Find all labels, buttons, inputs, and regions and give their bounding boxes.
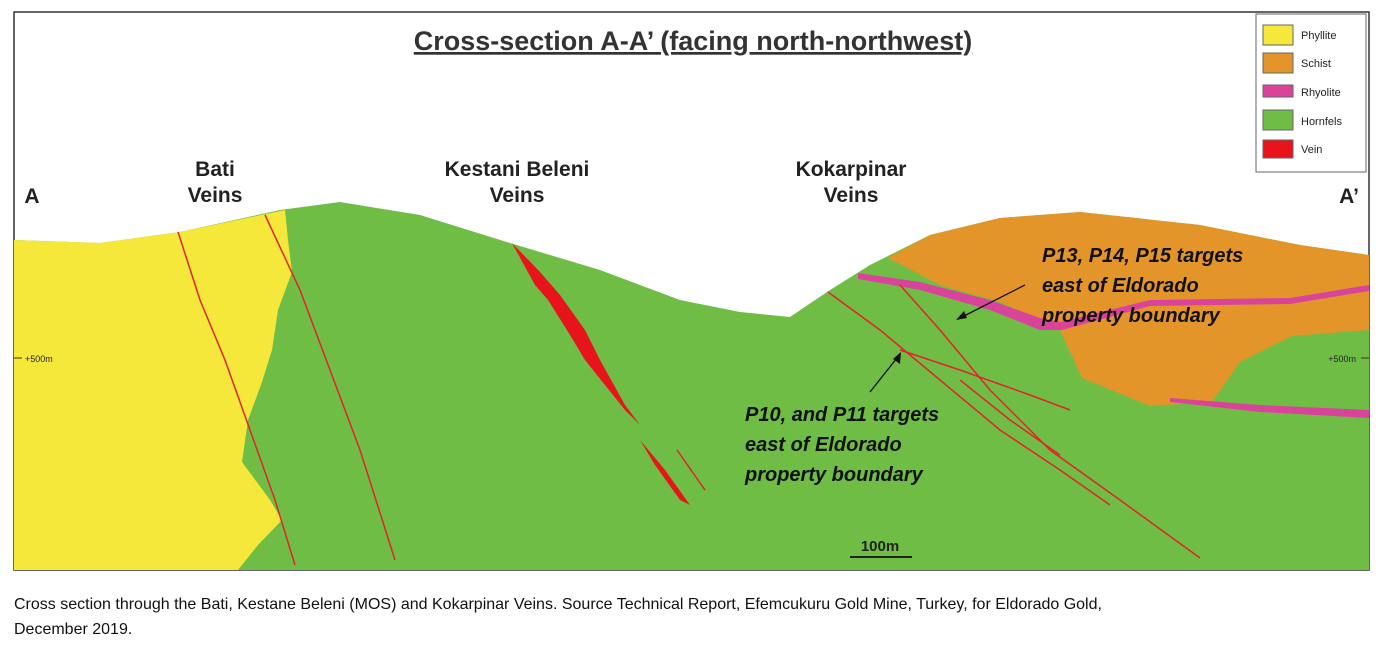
vein — [264, 214, 396, 561]
vein — [899, 284, 1201, 559]
elevation-label: +500m — [1328, 354, 1356, 364]
phyllite-unit — [14, 210, 292, 570]
section-end-label: A’ — [1339, 185, 1359, 208]
annotation-arrow — [961, 284, 1026, 318]
legend-swatch — [1262, 109, 1294, 131]
annotation: property boundary — [1041, 305, 1221, 327]
annotation-arrowhead — [893, 352, 901, 364]
rhyolite-band — [1170, 398, 1369, 418]
annotation: east of Eldorado — [745, 434, 902, 456]
legend-label: Rhyolite — [1301, 87, 1341, 99]
elevation-label: +500m — [25, 354, 53, 364]
vein — [512, 243, 640, 425]
legend-swatch — [1262, 139, 1294, 159]
vein-label: Veins — [188, 184, 243, 207]
annotation-arrow — [869, 357, 898, 393]
annotation-arrowhead — [956, 311, 967, 320]
vein — [959, 379, 1061, 456]
legend: Phyllite Schist Rhyolite Hornfels Vein — [1255, 13, 1367, 173]
vein-label: Bati — [195, 158, 235, 181]
vein-label: Veins — [824, 184, 879, 207]
legend-swatch — [1262, 24, 1294, 46]
legend-label: Schist — [1301, 58, 1331, 70]
legend-label: Hornfels — [1301, 116, 1342, 128]
vein — [640, 440, 690, 505]
vein — [676, 449, 706, 491]
vein-label: Kestani Beleni — [445, 158, 590, 181]
figure-title: Cross-section A-A’ (facing north-northwe… — [414, 26, 973, 56]
scale-bar-label: 100m — [861, 538, 899, 555]
legend-swatch — [1262, 84, 1294, 98]
vein-label: Veins — [490, 184, 545, 207]
vein-label: Kokarpinar — [796, 158, 907, 181]
vein — [827, 291, 1111, 506]
vein — [899, 349, 1071, 411]
legend-swatch — [1262, 52, 1294, 74]
caption: Cross section through the Bati, Kestane … — [14, 596, 1102, 613]
annotation: property boundary — [744, 464, 924, 486]
legend-label: Vein — [1301, 144, 1322, 156]
annotation: P13, P14, P15 targets — [1042, 245, 1243, 267]
legend-label: Phyllite — [1301, 30, 1336, 42]
vein — [177, 231, 296, 566]
annotation: P10, and P11 targets — [745, 404, 939, 426]
caption: December 2019. — [14, 621, 132, 638]
annotation: east of Eldorado — [1042, 275, 1199, 297]
section-end-label: A — [24, 185, 39, 208]
rhyolite-band — [858, 273, 1369, 330]
